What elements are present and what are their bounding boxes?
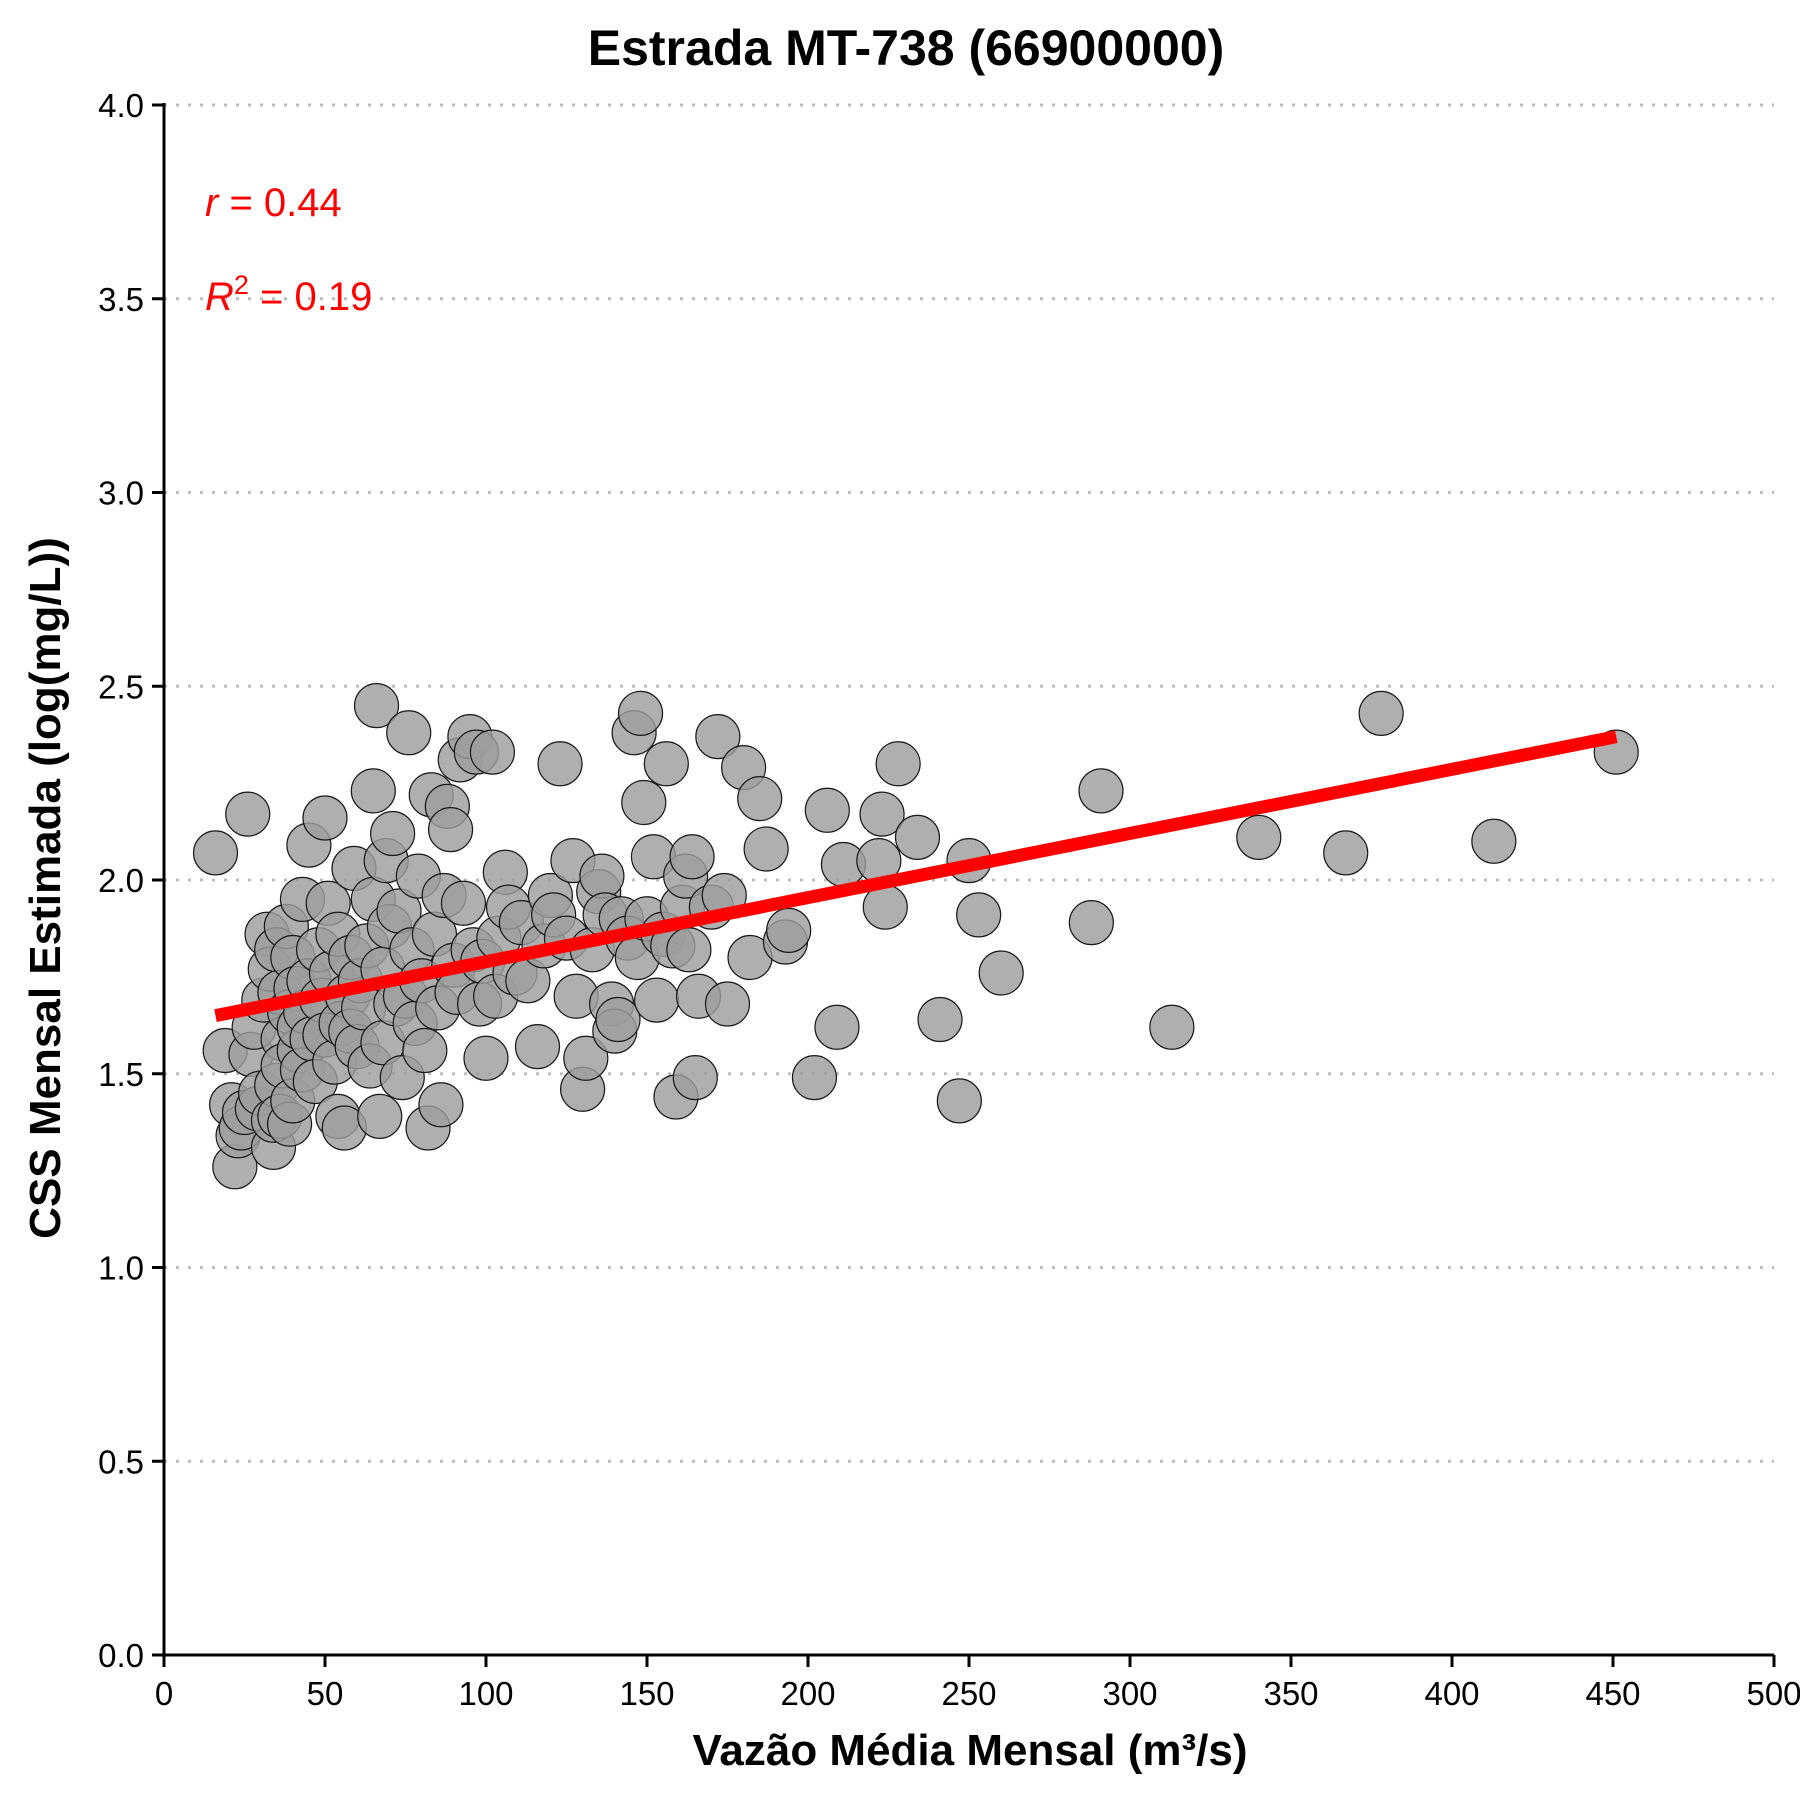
data-point [894, 814, 941, 860]
data-point [621, 779, 667, 826]
data-point [1149, 1004, 1195, 1050]
y-tick-labels: 0.0 0.5 1.0 1.5 2.0 2.5 3.0 3.5 4.0 [98, 87, 144, 1674]
data-point [418, 1082, 464, 1128]
chart-title: Estrada MT-738 (66900000) [588, 20, 1224, 76]
data-point [563, 1035, 609, 1081]
data-point [469, 729, 516, 775]
data-point [386, 710, 432, 756]
y-tick-label: 1.5 [98, 1056, 144, 1093]
data-point [427, 807, 474, 853]
data-point [704, 981, 751, 1027]
x-tick-label: 250 [941, 1675, 996, 1712]
data-point [1358, 690, 1404, 736]
y-tick-label: 2.0 [98, 862, 144, 899]
data-point [370, 810, 416, 857]
data-point [1471, 818, 1517, 864]
y-tick-label: 0.5 [98, 1443, 144, 1480]
r-symbol: r [205, 181, 220, 225]
x-tick-label: 150 [619, 1675, 674, 1712]
r2-annotation: R2 = 0.19 [205, 270, 372, 319]
data-point [875, 741, 921, 787]
data-point [978, 950, 1024, 996]
axes [152, 103, 1776, 1667]
data-point [956, 892, 1002, 938]
y-tick-label: 1.0 [98, 1250, 144, 1287]
x-tick-label: 400 [1424, 1675, 1479, 1712]
data-point [1078, 768, 1124, 814]
x-axis-title: Vazão Média Mensal (m³/s) [692, 1726, 1247, 1775]
data-point [634, 977, 680, 1023]
r2-exponent: 2 [234, 270, 249, 300]
x-tick-label: 350 [1263, 1675, 1318, 1712]
data-point [672, 1055, 718, 1101]
data-point [804, 787, 850, 833]
r-value: = 0.44 [218, 181, 341, 225]
data-point [643, 741, 689, 787]
data-point [666, 927, 712, 973]
x-tick-label: 450 [1585, 1675, 1640, 1712]
x-tick-label: 100 [458, 1675, 513, 1712]
x-tick-label: 500 [1746, 1675, 1800, 1712]
data-point [695, 714, 741, 760]
r2-value: = 0.19 [249, 275, 372, 319]
data-point [669, 834, 715, 880]
data-point [350, 768, 396, 814]
data-point [743, 826, 789, 872]
data-point [440, 880, 487, 926]
data-point [1323, 830, 1369, 876]
data-point [463, 1035, 509, 1081]
data-point [917, 996, 963, 1043]
x-tick-label: 300 [1102, 1675, 1157, 1712]
data-point [936, 1078, 982, 1124]
r2-symbol: R [205, 275, 234, 319]
data-point [357, 1093, 403, 1139]
trend-line [214, 730, 1618, 1022]
y-tick-label: 0.0 [98, 1637, 144, 1674]
data-point [766, 907, 812, 953]
x-tick-labels: 0 50 100 150 200 250 300 350 400 450 500 [155, 1675, 1800, 1712]
y-tick-label: 3.5 [98, 281, 144, 318]
data-point [791, 1055, 838, 1101]
y-tick-label: 4.0 [98, 87, 144, 124]
data-point [1068, 900, 1114, 946]
data-point [225, 791, 271, 837]
data-point [617, 690, 664, 736]
data-point [579, 853, 625, 899]
x-tick-label: 0 [155, 1675, 173, 1712]
scatter-points [192, 683, 1639, 1190]
y-tick-label: 2.5 [98, 668, 144, 705]
r-annotation: r = 0.44 [205, 181, 342, 225]
grid-lines [164, 103, 1774, 1463]
data-point [737, 776, 783, 822]
x-tick-label: 200 [780, 1675, 835, 1712]
data-point [595, 996, 641, 1043]
data-point [302, 795, 348, 841]
data-point [814, 1004, 860, 1050]
data-point [537, 741, 583, 787]
data-point [192, 830, 239, 876]
y-axis-title: CSS Mensal Estimada (log(mg/L)) [21, 537, 70, 1239]
data-point [402, 1027, 448, 1074]
data-point [859, 791, 905, 837]
x-tick-label: 50 [307, 1675, 344, 1712]
y-tick-label: 3.0 [98, 475, 144, 512]
data-point [1236, 814, 1282, 860]
data-point [514, 1024, 561, 1070]
data-point [353, 683, 400, 729]
